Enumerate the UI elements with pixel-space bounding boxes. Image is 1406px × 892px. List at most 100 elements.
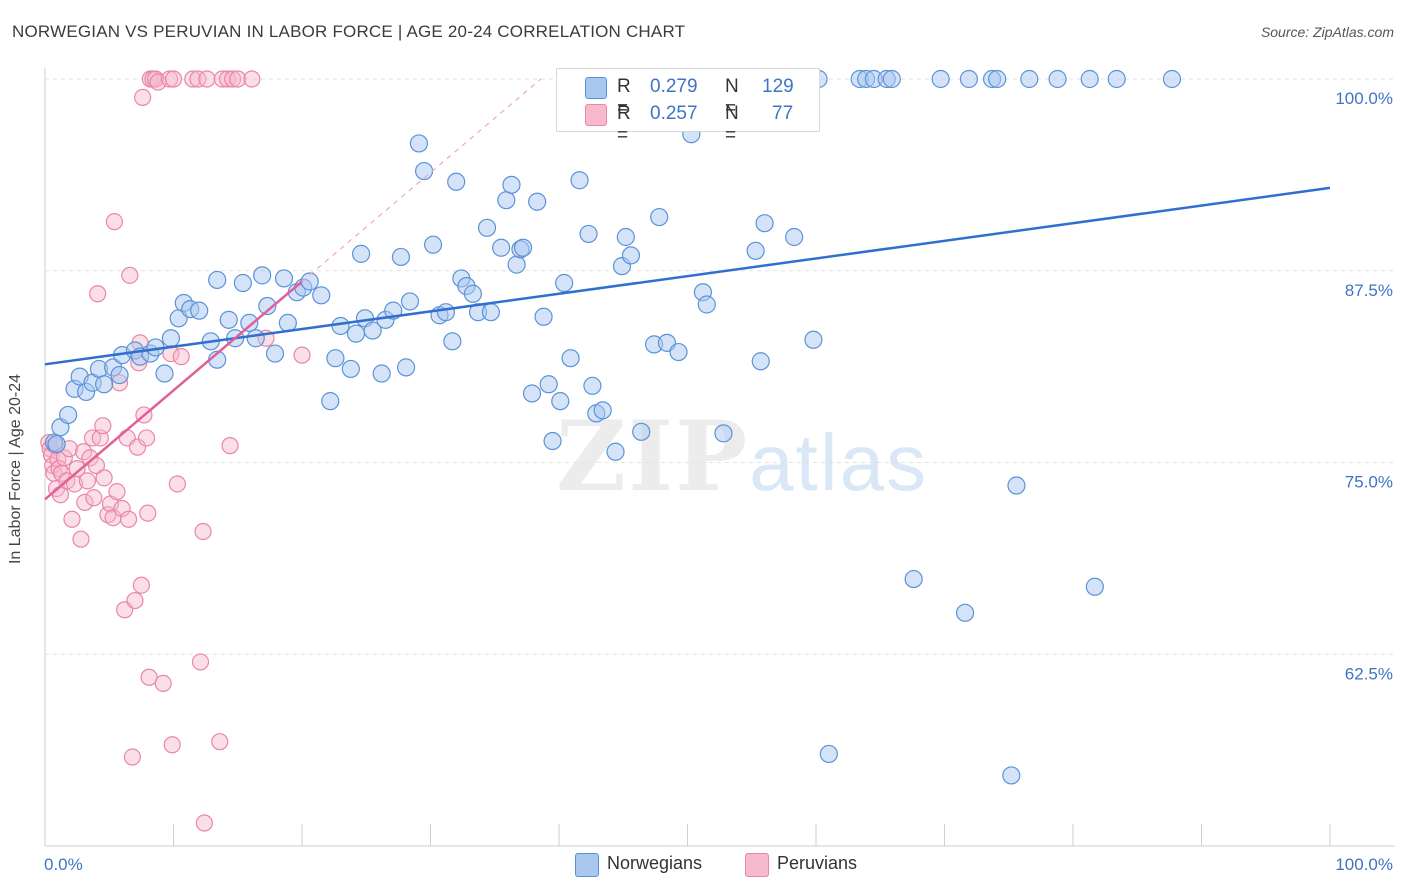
norwegian-point xyxy=(539,375,558,394)
blue-swatch xyxy=(585,77,607,99)
n-value-peruvians: 77 xyxy=(772,103,794,124)
norwegian-point xyxy=(463,284,483,303)
peruvian-point xyxy=(119,510,138,528)
norwegian-point xyxy=(882,69,901,89)
n-label: N = xyxy=(725,103,739,146)
peruvian-point xyxy=(68,460,86,478)
peruvian-point xyxy=(72,530,90,548)
trend-lines xyxy=(44,78,1331,501)
y-tick-label: 100.0% xyxy=(1335,89,1393,108)
axes xyxy=(44,68,1395,847)
norwegian-point xyxy=(341,359,360,379)
norwegian-point xyxy=(669,342,688,362)
norwegian-point xyxy=(409,134,429,153)
norwegian-point xyxy=(414,161,434,181)
peruvian-point xyxy=(128,438,147,456)
r-value-peruvians: 0.257 xyxy=(650,103,698,124)
correlation-legend: R = 0.279 N = 129 R = 0.257 N = 77 xyxy=(556,68,820,146)
peruvian-point xyxy=(198,70,216,88)
r-value-norwegians: 0.279 xyxy=(650,76,698,97)
peruvian-point xyxy=(105,213,123,231)
peruvian-point xyxy=(126,591,144,610)
peruvian-point xyxy=(108,483,126,501)
y-tick-label: 62.5% xyxy=(1345,664,1393,683)
norwegian-point xyxy=(253,266,272,285)
norwegian-point xyxy=(621,246,641,265)
norwegian-point xyxy=(312,286,331,305)
peruvian-point xyxy=(137,429,156,447)
peruvian-point xyxy=(184,70,202,88)
norwegian-point xyxy=(746,241,765,260)
norwegian-point xyxy=(616,227,635,247)
peruvian-point xyxy=(211,733,229,751)
norwegian-point xyxy=(477,218,497,237)
norwegian-point xyxy=(95,375,114,394)
r-label: R = xyxy=(617,76,631,119)
norwegian-point xyxy=(522,384,542,403)
norwegian-point xyxy=(1107,69,1126,89)
peruvian-point xyxy=(99,506,117,524)
x-tick-label-min: 0.0% xyxy=(44,855,83,874)
norwegian-point xyxy=(751,352,770,371)
peruvian-point xyxy=(95,469,113,487)
norwegian-point xyxy=(400,292,420,311)
y-tick-label: 75.0% xyxy=(1345,473,1393,492)
peruvian-point xyxy=(76,493,94,511)
peruvian-point xyxy=(134,88,152,107)
peruvian-point xyxy=(221,437,239,455)
norwegian-point xyxy=(1020,69,1039,89)
legend-label-peruvians: Peruvians xyxy=(777,853,858,873)
peruvian-point xyxy=(191,653,210,671)
peruvian-point xyxy=(154,674,172,692)
norwegian-point xyxy=(346,324,366,343)
peruvian-point xyxy=(89,285,107,303)
peruvian-point xyxy=(113,499,131,518)
peruvian-point xyxy=(78,472,97,490)
chart-title: NORWEGIAN VS PERUVIAN IN LABOR FORCE | A… xyxy=(12,22,686,41)
y-tick-label: 87.5% xyxy=(1345,281,1393,300)
norwegian-point xyxy=(321,392,340,411)
peruvian-point xyxy=(293,346,311,364)
norwegian-point xyxy=(931,69,950,89)
norwegian-point xyxy=(1007,476,1026,495)
blue-swatch xyxy=(575,853,599,877)
norwegian-point xyxy=(543,431,562,451)
norwegian-point xyxy=(497,191,516,210)
norwegian-point xyxy=(443,332,462,351)
norwegian-point xyxy=(534,307,553,326)
norwegian-point xyxy=(959,69,979,89)
r-label: R = xyxy=(617,103,631,146)
norwegian-point xyxy=(326,349,345,368)
peruvian-point xyxy=(139,504,157,522)
norwegian-point xyxy=(481,303,500,322)
norwegian-point xyxy=(258,296,277,316)
norwegian-point xyxy=(650,207,669,227)
peruvian-point xyxy=(50,460,68,478)
peruvian-point xyxy=(132,576,150,594)
legend-label-norwegians: Norwegians xyxy=(607,853,703,873)
norwegian-point xyxy=(819,744,838,764)
norwegian-point xyxy=(785,227,804,247)
norwegian-point xyxy=(513,238,533,257)
peruvian-point xyxy=(168,475,186,493)
norwegian-point xyxy=(161,329,181,348)
norwegian-point xyxy=(110,365,129,385)
norwegian-point xyxy=(593,401,612,420)
peruvian-point xyxy=(87,456,106,475)
norwegian-point xyxy=(755,214,774,233)
norwegian-point xyxy=(363,321,382,340)
peruvians-points xyxy=(40,70,311,832)
norwegian-point xyxy=(246,329,265,348)
peruvian-point xyxy=(140,668,158,686)
norwegian-point xyxy=(396,358,416,377)
norwegian-point xyxy=(436,303,456,322)
norwegian-point xyxy=(208,270,227,290)
norwegian-point xyxy=(265,344,285,363)
peruvian-point xyxy=(189,70,207,88)
peruvian-point xyxy=(164,70,183,88)
norwegian-point xyxy=(579,224,598,244)
peruvian-point xyxy=(94,417,112,435)
norwegian-point xyxy=(155,364,174,383)
peruvian-point xyxy=(146,70,165,88)
